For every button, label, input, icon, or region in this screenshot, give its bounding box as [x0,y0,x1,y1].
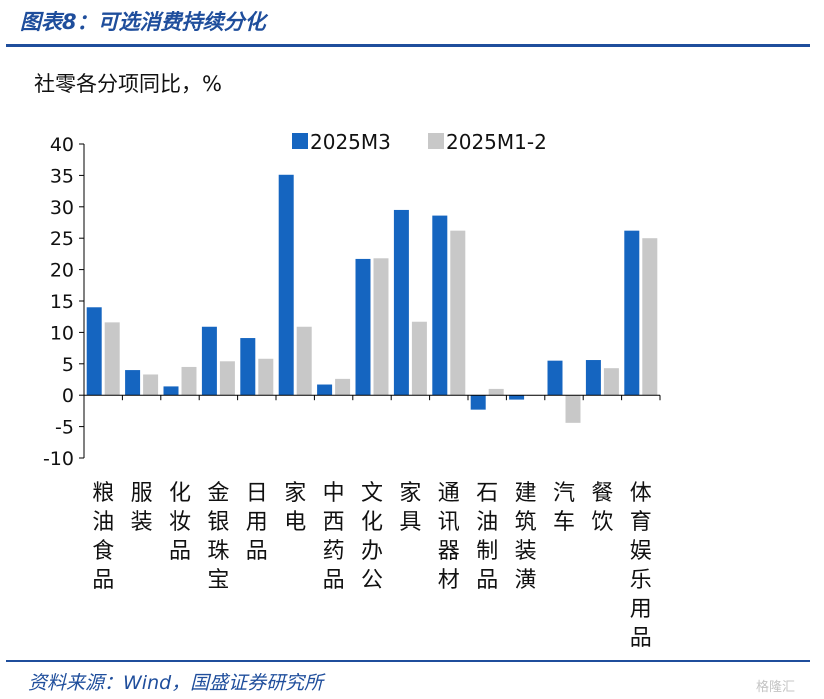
title-rule [6,44,810,47]
x-category-label: 粮油食品 [92,481,114,593]
bar-series-b [143,374,159,396]
x-category-label: 化妆品 [169,481,191,564]
legend-swatch [428,133,444,149]
chart-subtitle: 社零各分项同比，% [34,72,222,96]
y-tick-label: 5 [62,354,74,376]
bar-series-b [488,388,504,396]
y-tick-label: 10 [50,322,74,344]
bar-series-a [393,209,409,396]
bar-series-a [355,258,371,396]
bar-series-b [565,395,581,423]
bar-series-b [642,238,658,396]
bar-series-a [125,370,141,396]
x-category-label: 日用品 [246,481,268,564]
y-axis: 40 35 30 25 20 15 10 5 0 -5 -10 [43,134,85,470]
bar-series-a [163,386,179,396]
x-category-label: 文化办公 [361,481,383,593]
y-tick-label: 35 [50,165,74,187]
x-category-label: 建筑装潢 [515,481,537,593]
bar-series-a [317,384,333,396]
x-category-label: 中西药品 [323,481,345,593]
bar-series-a [624,230,640,396]
bar-series-b [450,230,466,396]
bars [86,174,658,423]
figure-title: 图表8：可选消费持续分化 [20,10,266,34]
y-tick-label: 0 [62,385,74,407]
y-tick-label: -10 [43,448,74,470]
bar-series-a [201,326,217,396]
x-category-label: 石油制品 [476,481,498,593]
y-tick-label: 15 [50,291,74,313]
bar-series-a [547,360,563,396]
x-axis: 粮油食品服装化妆品金银珠宝日用品家电中西药品文化办公家具通讯器材石油制品建筑装潢… [83,394,661,651]
y-tick-label: 25 [50,228,74,250]
y-tick-label: 30 [50,197,74,219]
legend-label: 2025M3 [310,130,391,154]
bar-series-b [181,366,197,396]
x-category-label: 体育娱乐用品 [630,481,652,651]
bar-series-b [373,258,389,396]
bar-series-b [296,326,312,396]
bar-series-b [219,361,235,396]
watermark: 格隆汇 [756,680,796,695]
x-category-label: 餐饮 [591,481,613,535]
bar-series-b [258,358,274,396]
bar-series-a [585,360,601,396]
x-category-label: 金银珠宝 [207,481,229,593]
bar-series-a [240,338,256,396]
x-category-label: 通讯器材 [438,481,460,593]
x-category-label: 家电 [284,481,306,535]
bar-series-b [335,378,351,396]
y-tick-label: -5 [55,417,74,439]
legend-label: 2025M1-2 [446,130,547,154]
bar-series-a [278,174,294,396]
legend-swatch [292,133,308,149]
bar-series-a [86,307,102,396]
x-category-label: 汽车 [553,481,575,535]
x-category-label: 服装 [131,481,153,535]
bar-series-b [104,322,120,396]
bar-series-a [470,395,486,410]
source-rule [6,660,810,662]
y-tick-label: 40 [50,134,74,156]
bar-series-a [509,395,525,400]
bar-series-a [432,215,448,396]
bar-series-b [603,368,619,396]
y-tick-label: 20 [50,260,74,282]
bar-series-b [411,321,427,396]
source-note: 资料来源：Wind，国盛证券研究所 [28,672,324,694]
x-category-label: 家具 [399,481,421,535]
legend: 2025M3 2025M1-2 [292,130,547,154]
